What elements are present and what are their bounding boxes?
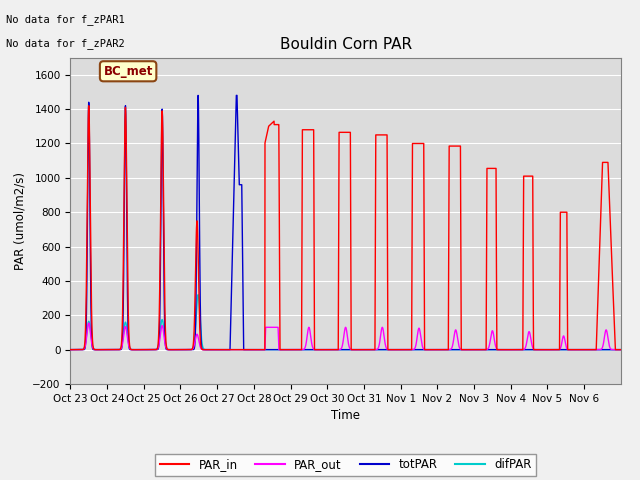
Legend: PAR_in, PAR_out, totPAR, difPAR: PAR_in, PAR_out, totPAR, difPAR	[155, 454, 536, 476]
Y-axis label: PAR (umol/m2/s): PAR (umol/m2/s)	[13, 172, 27, 270]
Text: No data for f_zPAR1: No data for f_zPAR1	[6, 14, 125, 25]
Text: BC_met: BC_met	[104, 65, 153, 78]
X-axis label: Time: Time	[331, 409, 360, 422]
Text: No data for f_zPAR2: No data for f_zPAR2	[6, 38, 125, 49]
Title: Bouldin Corn PAR: Bouldin Corn PAR	[280, 37, 412, 52]
